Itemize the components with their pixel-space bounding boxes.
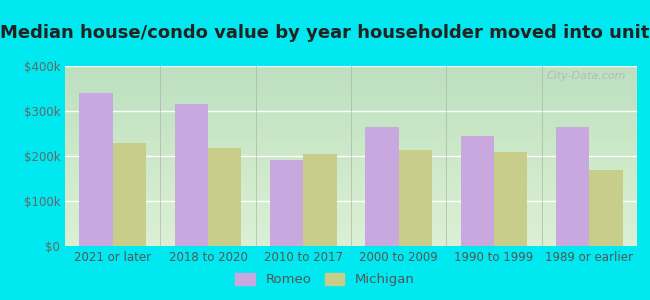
Legend: Romeo, Michigan: Romeo, Michigan	[231, 269, 419, 290]
Bar	[461, 136, 494, 246]
Bar	[494, 152, 527, 246]
Bar	[175, 104, 208, 246]
Text: Median house/condo value by year householder moved into unit: Median house/condo value by year househo…	[0, 24, 650, 42]
Bar	[398, 150, 432, 246]
Bar	[304, 154, 337, 246]
Bar	[365, 127, 398, 246]
Text: City-Data.com: City-Data.com	[546, 71, 625, 81]
Bar	[208, 148, 241, 246]
Bar	[112, 143, 146, 246]
Bar	[79, 93, 112, 246]
Bar	[556, 127, 590, 246]
Bar	[270, 160, 304, 246]
Bar	[590, 170, 623, 246]
